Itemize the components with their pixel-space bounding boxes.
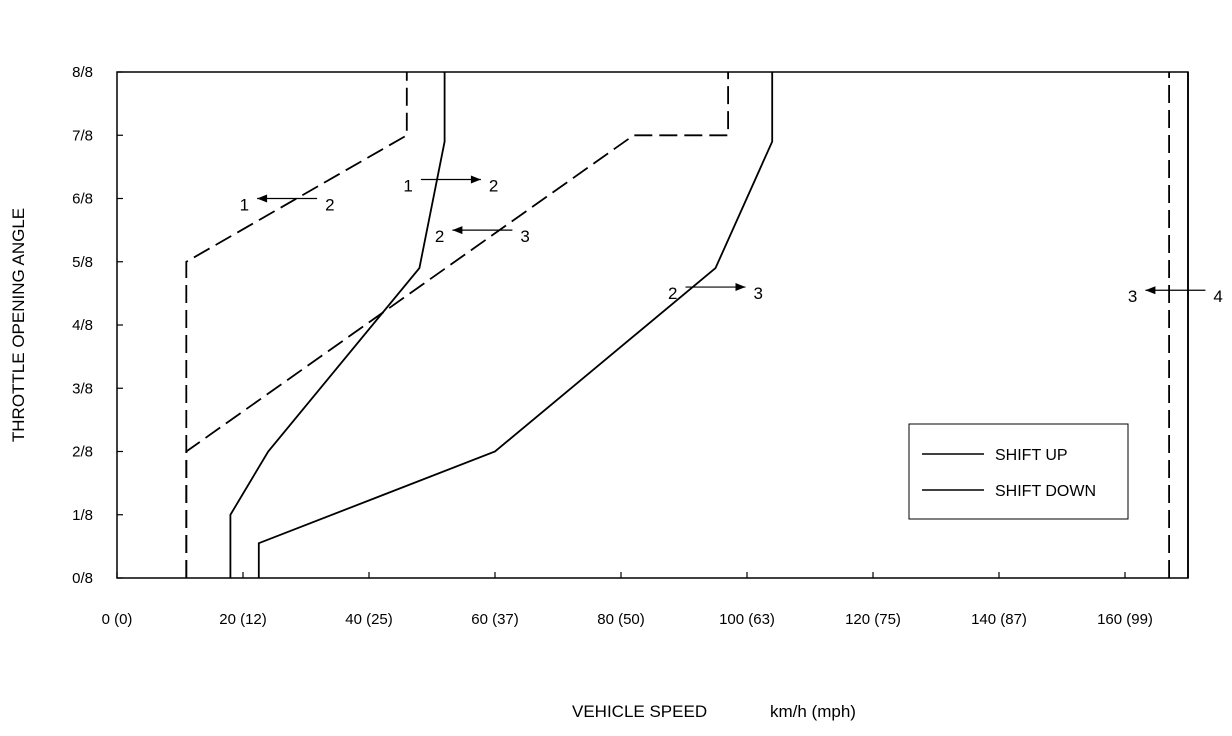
annotation-to-gear: 4 (1213, 287, 1222, 306)
x-tick-label: 160 (99) (1097, 611, 1153, 628)
x-axis-title: VEHICLE SPEED (572, 702, 707, 721)
y-tick-label: 0/8 (72, 570, 93, 587)
annotation-to-gear: 3 (754, 284, 763, 303)
annotation-to-gear: 2 (489, 177, 498, 196)
y-tick-label: 2/8 (72, 444, 93, 461)
x-tick-label: 40 (25) (345, 611, 393, 628)
x-tick-label: 80 (50) (597, 611, 645, 628)
y-axis-title: THROTTLE OPENING ANGLE (9, 208, 28, 442)
series-line-1 (229, 72, 446, 578)
series-line-5 (185, 72, 729, 578)
x-axis-unit: km/h (mph) (770, 702, 856, 721)
annotation-to-gear: 3 (520, 227, 529, 246)
annotation-from-gear: 1 (240, 196, 249, 215)
annotation-from-gear: 2 (668, 284, 677, 303)
annotation-arrowhead (257, 194, 268, 203)
y-axis: 0/8 1/8 2/8 3/8 4/8 5/8 6/8 7/8 8/8 (72, 64, 123, 587)
annotation-arrowhead (452, 226, 463, 235)
annotation-arrowhead (735, 283, 746, 292)
x-tick-label: 100 (63) (719, 611, 775, 628)
y-tick-label: 5/8 (72, 254, 93, 271)
x-axis: 0 (0) 20 (12) 40 (25) 60 (37) 80 (50) 100 (63… (102, 572, 1153, 628)
series-line-4 (185, 72, 408, 578)
legend-box (908, 423, 1129, 520)
x-tick-label: 0 (0) (102, 611, 133, 628)
annotation-from-gear: 3 (1128, 287, 1137, 306)
x-tick-label: 140 (87) (971, 611, 1027, 628)
x-tick-label: 120 (75) (845, 611, 901, 628)
x-tick-label: 60 (37) (471, 611, 519, 628)
y-tick-label: 1/8 (72, 507, 93, 524)
y-tick-label: 7/8 (72, 127, 93, 144)
annotation-from-gear: 1 (403, 177, 412, 196)
legend-label-shift-down: SHIFT DOWN (995, 483, 1096, 500)
annotation-arrowhead (470, 175, 481, 184)
x-tick-label: 20 (12) (219, 611, 267, 628)
y-tick-label: 6/8 (72, 191, 93, 208)
series-line-2 (257, 72, 774, 578)
y-tick-label: 3/8 (72, 380, 93, 397)
legend-label-shift-up: SHIFT UP (995, 447, 1068, 464)
legend: SHIFT UP SHIFT DOWN (908, 423, 1129, 520)
annotation-layer: 1 21 22 32 3 3 4 (240, 175, 1223, 306)
annotation-arrowhead (1145, 286, 1156, 295)
annotation-from-gear: 2 (435, 227, 444, 246)
series-layer (185, 72, 1189, 578)
y-tick-label: 4/8 (72, 317, 93, 334)
annotation-to-gear: 2 (325, 196, 334, 215)
y-tick-label: 8/8 (72, 64, 93, 81)
